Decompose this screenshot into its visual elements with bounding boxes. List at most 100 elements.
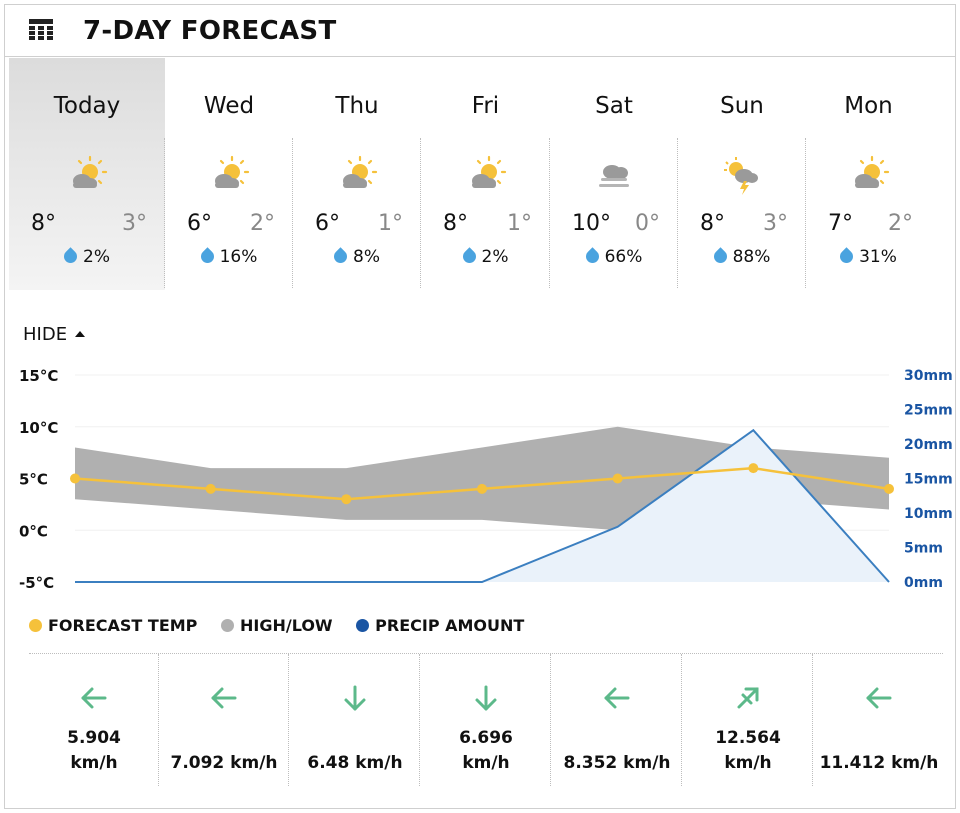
raindrop-icon xyxy=(331,247,350,266)
raindrop-icon xyxy=(837,247,856,266)
day-precip: 31% xyxy=(859,247,897,267)
partly-sunny-icon xyxy=(213,155,250,190)
caret-up-icon xyxy=(75,331,86,337)
day-name: Mon xyxy=(844,93,893,119)
right-axis-tick: 10mm xyxy=(904,506,953,522)
raindrop-icon xyxy=(582,247,602,266)
chart-legend: FORECAST TEMP HIGH/LOW PRECIP AMOUNT xyxy=(29,615,542,637)
day-name: Fri xyxy=(471,93,500,119)
day-low: 0° xyxy=(635,211,660,236)
thunder-sun-icon xyxy=(724,157,758,195)
raindrop-icon xyxy=(197,247,217,266)
partly-sunny-icon xyxy=(470,155,506,190)
precip-area xyxy=(75,430,889,582)
wind-cell: 6.48 km/h xyxy=(290,654,420,794)
legend-dot xyxy=(29,619,42,632)
partly-sunny-icon xyxy=(71,155,108,190)
day-high: 6° xyxy=(187,211,212,236)
wind-speed-unit: 7.092 km/h xyxy=(170,753,278,773)
day-card-sun[interactable]: Sun 8° 3° 88% xyxy=(678,58,806,290)
raindrop-icon xyxy=(459,247,479,266)
day-low: 1° xyxy=(507,211,532,236)
day-high: 7° xyxy=(828,211,853,236)
partly-sunny-icon xyxy=(341,155,378,190)
legend-label: HIGH/LOW xyxy=(239,616,333,635)
wind-speed-value: 5.904 xyxy=(67,728,121,748)
wind-south-arrow-icon xyxy=(475,685,497,711)
wind-speed-unit: km/h xyxy=(70,753,118,773)
legend-label: PRECIP AMOUNT xyxy=(375,616,525,635)
day-low: 2° xyxy=(250,211,275,236)
fog-cloud-icon xyxy=(599,165,629,187)
hide-toggle-label: HIDE xyxy=(23,324,68,345)
raindrop-icon xyxy=(61,247,80,266)
legend-forecast-temp[interactable]: FORECAST TEMP xyxy=(29,615,197,637)
legend-precip-amount[interactable]: PRECIP AMOUNT xyxy=(356,615,524,637)
day-high: 8° xyxy=(443,211,468,236)
hide-chart-toggle[interactable]: HIDE xyxy=(23,323,86,347)
wind-row: 5.904 km/h 7.092 km/h 6.48 km/h 6.696 km/h… xyxy=(29,653,943,794)
right-axis-tick: 25mm xyxy=(904,403,953,419)
legend-dot xyxy=(220,619,234,632)
wind-speed-value: 12.564 xyxy=(715,728,781,748)
day-card-fri[interactable]: Fri 8° 1° 2% xyxy=(421,58,550,290)
forecast-temp-point xyxy=(884,483,894,494)
day-precip: 16% xyxy=(219,247,258,267)
wind-north-east-arrow-icon xyxy=(737,687,759,709)
right-axis-tick: 5mm xyxy=(904,541,943,557)
left-axis-tick: 10°C xyxy=(19,419,58,437)
day-high: 8° xyxy=(700,211,725,236)
wind-cell: 12.564 km/h xyxy=(683,654,813,794)
wind-speed-unit: 6.48 km/h xyxy=(307,753,403,773)
day-precip: 88% xyxy=(732,247,771,267)
wind-cell: 7.092 km/h xyxy=(159,654,289,794)
wind-cell: 8.352 km/h xyxy=(552,654,682,794)
wind-west-arrow-icon xyxy=(81,687,107,709)
day-high: 10° xyxy=(572,211,611,236)
day-low: 2° xyxy=(888,211,913,236)
day-high: 8° xyxy=(31,211,56,236)
forecast-widget: 7-DAY FORECAST Today 8° 3° 2% Wed 6° 2° 16… xyxy=(4,4,956,809)
day-name: Today xyxy=(53,93,121,119)
wind-south-arrow-icon xyxy=(344,685,366,711)
day-strip: Today 8° 3° 2% Wed 6° 2° 16% Thu 6° 1° 8% F… xyxy=(9,58,951,290)
day-precip: 2% xyxy=(83,247,110,267)
right-axis-tick: 20mm xyxy=(904,437,953,453)
forecast-temp-point xyxy=(477,483,487,494)
forecast-temp-point xyxy=(612,473,623,484)
day-precip: 66% xyxy=(604,247,643,267)
forecast-temp-point xyxy=(341,494,352,505)
wind-speed-unit: 11.412 km/h xyxy=(819,753,939,773)
forecast-temp-point xyxy=(748,463,759,474)
day-name: Wed xyxy=(203,93,255,119)
calendar-icon xyxy=(29,19,53,40)
left-axis-tick: 15°C xyxy=(19,367,58,385)
wind-speed-unit: 8.352 km/h xyxy=(563,753,671,773)
wind-cell: 5.904 km/h xyxy=(29,654,159,794)
day-low: 3° xyxy=(122,211,147,236)
legend-high-low[interactable]: HIGH/LOW xyxy=(220,615,333,637)
day-name: Sat xyxy=(595,93,633,119)
wind-west-arrow-icon xyxy=(866,687,892,709)
day-card-today[interactable]: Today 8° 3° 2% xyxy=(9,58,165,290)
wind-speed-value xyxy=(814,726,944,751)
right-axis-tick: 15mm xyxy=(904,472,953,488)
day-card-thu[interactable]: Thu 6° 1° 8% xyxy=(293,58,421,290)
partly-sunny-icon xyxy=(853,155,889,190)
wind-speed-value xyxy=(290,726,420,751)
day-low: 3° xyxy=(763,211,788,236)
wind-speed-value: 6.696 xyxy=(459,728,513,748)
day-card-sat[interactable]: Sat 10° 0° 66% xyxy=(550,58,678,290)
wind-west-arrow-icon xyxy=(211,687,237,709)
widget-title: 7-DAY FORECAST xyxy=(83,16,337,46)
day-card-wed[interactable]: Wed 6° 2° 16% xyxy=(165,58,293,290)
left-axis-tick: -5°C xyxy=(19,574,54,592)
wind-speed-value xyxy=(552,726,682,751)
right-axis-tick: 0mm xyxy=(904,575,943,591)
day-name: Sun xyxy=(720,93,764,119)
widget-header: 7-DAY FORECAST xyxy=(5,5,955,57)
legend-dot xyxy=(356,619,370,632)
wind-speed-unit: km/h xyxy=(724,753,772,773)
day-low: 1° xyxy=(378,211,403,236)
day-card-mon[interactable]: Mon 7° 2° 31% xyxy=(806,58,931,290)
